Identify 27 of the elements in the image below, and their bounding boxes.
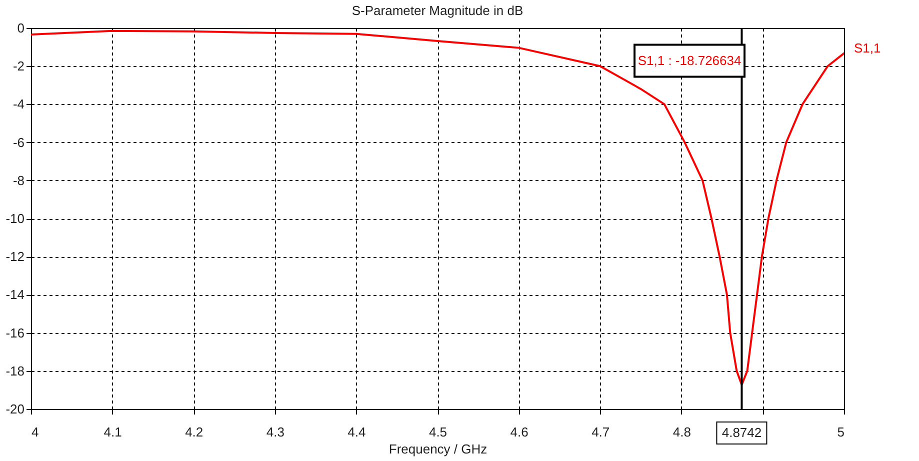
y-tick-label: -4 — [12, 96, 24, 112]
x-tick-label: 4.4 — [348, 424, 366, 440]
x-tick-label: 4.2 — [185, 424, 204, 440]
x-tick-label: 4.6 — [510, 424, 528, 440]
x-tick-label: 4.8 — [672, 424, 691, 440]
y-tick-label: -2 — [12, 58, 24, 74]
x-tick-label: 4 — [32, 424, 39, 440]
x-tick-label: 4.3 — [266, 424, 284, 440]
series-label: S1,1 — [854, 40, 881, 56]
x-tick-label: 4.5 — [428, 424, 448, 440]
y-tick-label: 0 — [17, 20, 24, 36]
x-tick-label: 4.1 — [104, 424, 122, 440]
ref-line-label: 4.8742 — [722, 425, 762, 440]
x-axis-title: Frequency / GHz — [388, 442, 488, 456]
y-tick-label: -10 — [6, 211, 24, 226]
y-tick-label: -16 — [6, 325, 24, 340]
y-tick-label: -8 — [12, 172, 24, 188]
y-tick-label: -18 — [6, 363, 24, 378]
annotation: S1,1 : -18.726634 — [638, 52, 742, 68]
chart-title: S-Parameter Magnitude in dB — [352, 3, 524, 18]
x-tick-label: 4.7 — [592, 424, 610, 440]
y-tick-label: -12 — [6, 249, 24, 264]
y-tick-label: -6 — [12, 134, 24, 150]
y-tick-label: -14 — [6, 287, 24, 302]
x-tick-label: 5 — [837, 424, 844, 440]
line-series — [31, 30, 844, 386]
y-tick-label: -20 — [6, 402, 24, 416]
